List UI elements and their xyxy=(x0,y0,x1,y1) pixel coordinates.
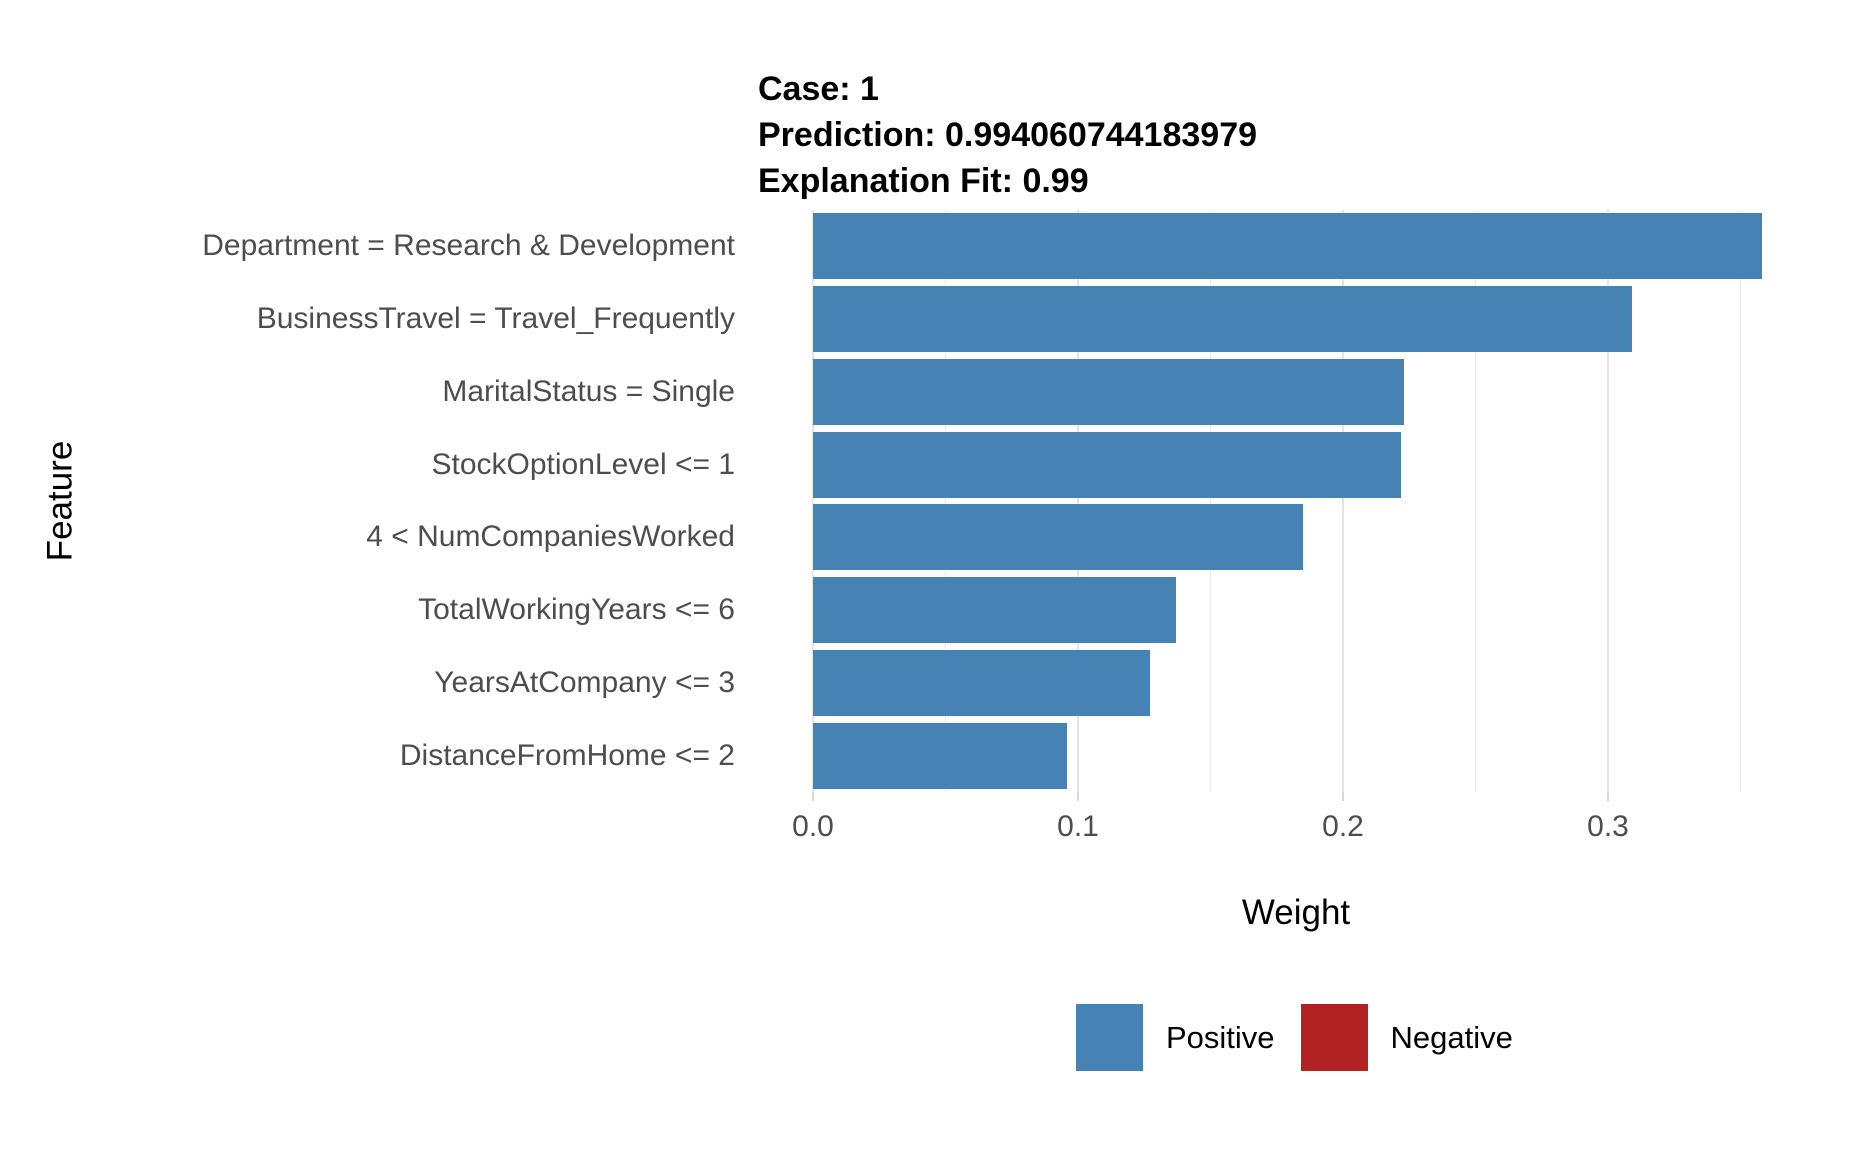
bar-7 xyxy=(813,649,1150,716)
x-tick-mark xyxy=(1607,792,1609,801)
gridline-minor xyxy=(1209,210,1212,792)
gridline-major xyxy=(1607,210,1609,792)
x-tick-label: 0.0 xyxy=(792,810,834,843)
bar-3 xyxy=(813,358,1404,425)
bar-6 xyxy=(813,577,1177,644)
bar-8 xyxy=(813,722,1068,789)
gridline-major xyxy=(812,210,814,792)
x-tick-label: 0.1 xyxy=(1057,810,1099,843)
feature-label: 4 < NumCompaniesWorked xyxy=(366,520,735,554)
legend-key-negative xyxy=(1300,1004,1368,1071)
gridline-minor xyxy=(944,210,947,792)
gridline-minor xyxy=(1474,210,1477,792)
legend: Positive Negative xyxy=(1076,1004,1513,1071)
plot-panel xyxy=(763,210,1830,792)
x-tick-mark xyxy=(812,792,814,801)
bar-5 xyxy=(813,504,1304,571)
y-axis-labels: Department = Research & Development Busin… xyxy=(0,210,735,792)
title-case-line: Case: 1 xyxy=(758,70,879,108)
feature-label: BusinessTravel = Travel_Frequently xyxy=(256,302,735,336)
bar-1 xyxy=(813,213,1762,280)
x-tick-label: 0.2 xyxy=(1322,810,1364,843)
feature-label: MaritalStatus = Single xyxy=(442,374,735,408)
legend-key-positive xyxy=(1076,1004,1143,1071)
legend-label-negative: Negative xyxy=(1390,1019,1513,1055)
title-prediction-line: Prediction: 0.994060744183979 xyxy=(758,116,1258,154)
feature-label: TotalWorkingYears <= 6 xyxy=(418,593,735,627)
gridline-major xyxy=(1077,210,1079,792)
feature-label: Department = Research & Development xyxy=(202,229,735,263)
feature-label: StockOptionLevel <= 1 xyxy=(431,447,735,481)
legend-label-positive: Positive xyxy=(1166,1019,1275,1055)
gridline-major xyxy=(1342,210,1344,792)
bar-4 xyxy=(813,431,1402,498)
gridline-minor xyxy=(1739,210,1742,792)
x-tick-label: 0.3 xyxy=(1587,810,1629,843)
x-axis-title: Weight xyxy=(1241,893,1351,932)
feature-label: DistanceFromHome <= 2 xyxy=(399,738,735,772)
x-tick-mark xyxy=(1077,792,1079,801)
bar-2 xyxy=(813,286,1632,353)
x-tick-mark xyxy=(1342,792,1344,801)
plot-title: Case: 1 Prediction: 0.994060744183979 Ex… xyxy=(758,66,1257,204)
title-explanation-fit-line: Explanation Fit: 0.99 xyxy=(758,162,1089,200)
feature-label: YearsAtCompany <= 3 xyxy=(434,665,735,699)
